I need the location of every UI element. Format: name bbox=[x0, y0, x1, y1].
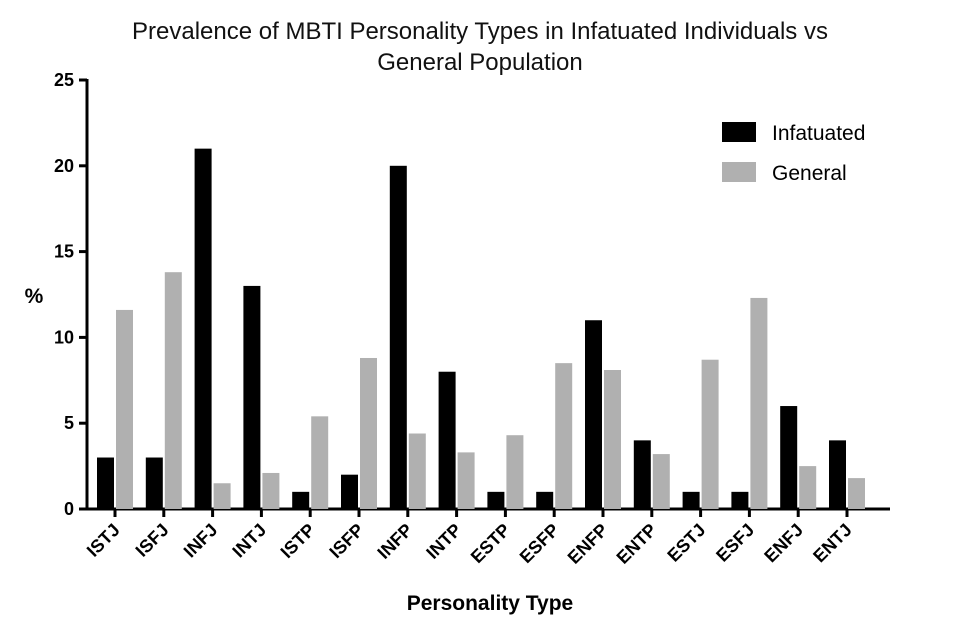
bar-general-infj bbox=[213, 483, 231, 509]
bar-infatuated-estj bbox=[682, 491, 700, 509]
y-tick-label: 0 bbox=[64, 499, 74, 519]
chart-title-line-2: General Population bbox=[377, 49, 583, 76]
y-tick-label: 10 bbox=[54, 327, 74, 347]
x-tick-label-esfj: ESFJ bbox=[712, 520, 758, 566]
x-tick-label-entj: ENTJ bbox=[809, 520, 856, 567]
x-tick-label-intp: INTP bbox=[422, 520, 465, 563]
legend-swatch-general bbox=[722, 162, 756, 182]
bar-infatuated-infj bbox=[194, 148, 212, 509]
bar-general-estp bbox=[506, 435, 524, 509]
bar-general-istj bbox=[116, 309, 133, 509]
legend: Infatuated General bbox=[722, 122, 865, 185]
legend-label-infatuated: Infatuated bbox=[772, 122, 865, 145]
bar-infatuated-isfj bbox=[145, 457, 163, 509]
y-tick-labels: 0 5 10 15 20 25 bbox=[54, 70, 87, 519]
y-tick-label: 5 bbox=[64, 413, 74, 433]
bar-infatuated-entp bbox=[633, 440, 651, 509]
y-tick-label: 25 bbox=[54, 70, 74, 90]
legend-label-general: General bbox=[772, 162, 847, 185]
bar-general-estj bbox=[701, 359, 719, 509]
bar-infatuated-intp bbox=[438, 371, 456, 509]
bar-general-intp bbox=[457, 452, 475, 509]
bar-infatuated-entj bbox=[829, 440, 846, 509]
bars bbox=[97, 148, 865, 510]
bar-general-istp bbox=[311, 416, 329, 509]
x-tick-label-estj: ESTJ bbox=[663, 520, 709, 566]
bar-general-entp bbox=[652, 454, 670, 509]
bar-infatuated-esfp bbox=[536, 491, 554, 509]
legend-swatch-infatuated bbox=[722, 122, 756, 142]
bar-infatuated-isfp bbox=[341, 474, 358, 509]
x-tick-label-enfj: ENFJ bbox=[760, 520, 807, 567]
bar-infatuated-istj bbox=[97, 457, 114, 509]
bar-infatuated-enfp bbox=[585, 320, 602, 509]
x-tick-label-istj: ISTJ bbox=[83, 520, 124, 561]
x-tick-label-estp: ESTP bbox=[467, 520, 514, 567]
x-tick-label-isfj: ISFJ bbox=[132, 520, 173, 561]
bar-general-esfj bbox=[750, 297, 768, 509]
bar-general-esfp bbox=[555, 363, 573, 509]
x-tick-label-infj: INFJ bbox=[180, 520, 222, 562]
x-tick-label-enfp: ENFP bbox=[564, 520, 612, 568]
bar-general-infp bbox=[408, 433, 426, 509]
bar-infatuated-infp bbox=[389, 165, 407, 510]
chart-title-line-1: Prevalence of MBTI Personality Types in … bbox=[132, 18, 828, 45]
x-tick-labels: ISTJ ISFJ INFJ INTJ ISTP ISFP INFP INTP ESTP ESFP… bbox=[83, 509, 856, 568]
bar-general-intj bbox=[262, 472, 280, 509]
y-tick-label: 15 bbox=[54, 242, 74, 262]
bar-infatuated-istp bbox=[292, 491, 310, 509]
x-tick-label-isfp: ISFP bbox=[325, 520, 367, 562]
bar-infatuated-enfj bbox=[780, 406, 798, 509]
x-tick-label-infp: INFP bbox=[373, 520, 416, 563]
bar-general-isfp bbox=[360, 357, 377, 509]
bar-general-isfj bbox=[164, 272, 182, 509]
x-axis-label: Personality Type bbox=[407, 592, 574, 615]
y-tick-label: 20 bbox=[54, 156, 74, 176]
y-axis-label: % bbox=[25, 285, 44, 308]
x-tick-label-intj: INTJ bbox=[228, 520, 270, 562]
bar-general-enfp bbox=[604, 370, 621, 509]
bar-infatuated-esfj bbox=[731, 491, 749, 509]
bar-general-entj bbox=[848, 478, 865, 509]
x-tick-label-istp: ISTP bbox=[277, 520, 319, 562]
x-tick-label-esfp: ESFP bbox=[516, 520, 563, 567]
bar-general-enfj bbox=[799, 466, 817, 509]
bar-infatuated-estp bbox=[487, 491, 505, 509]
x-tick-label-entp: ENTP bbox=[613, 520, 661, 568]
bar-infatuated-intj bbox=[243, 285, 261, 509]
